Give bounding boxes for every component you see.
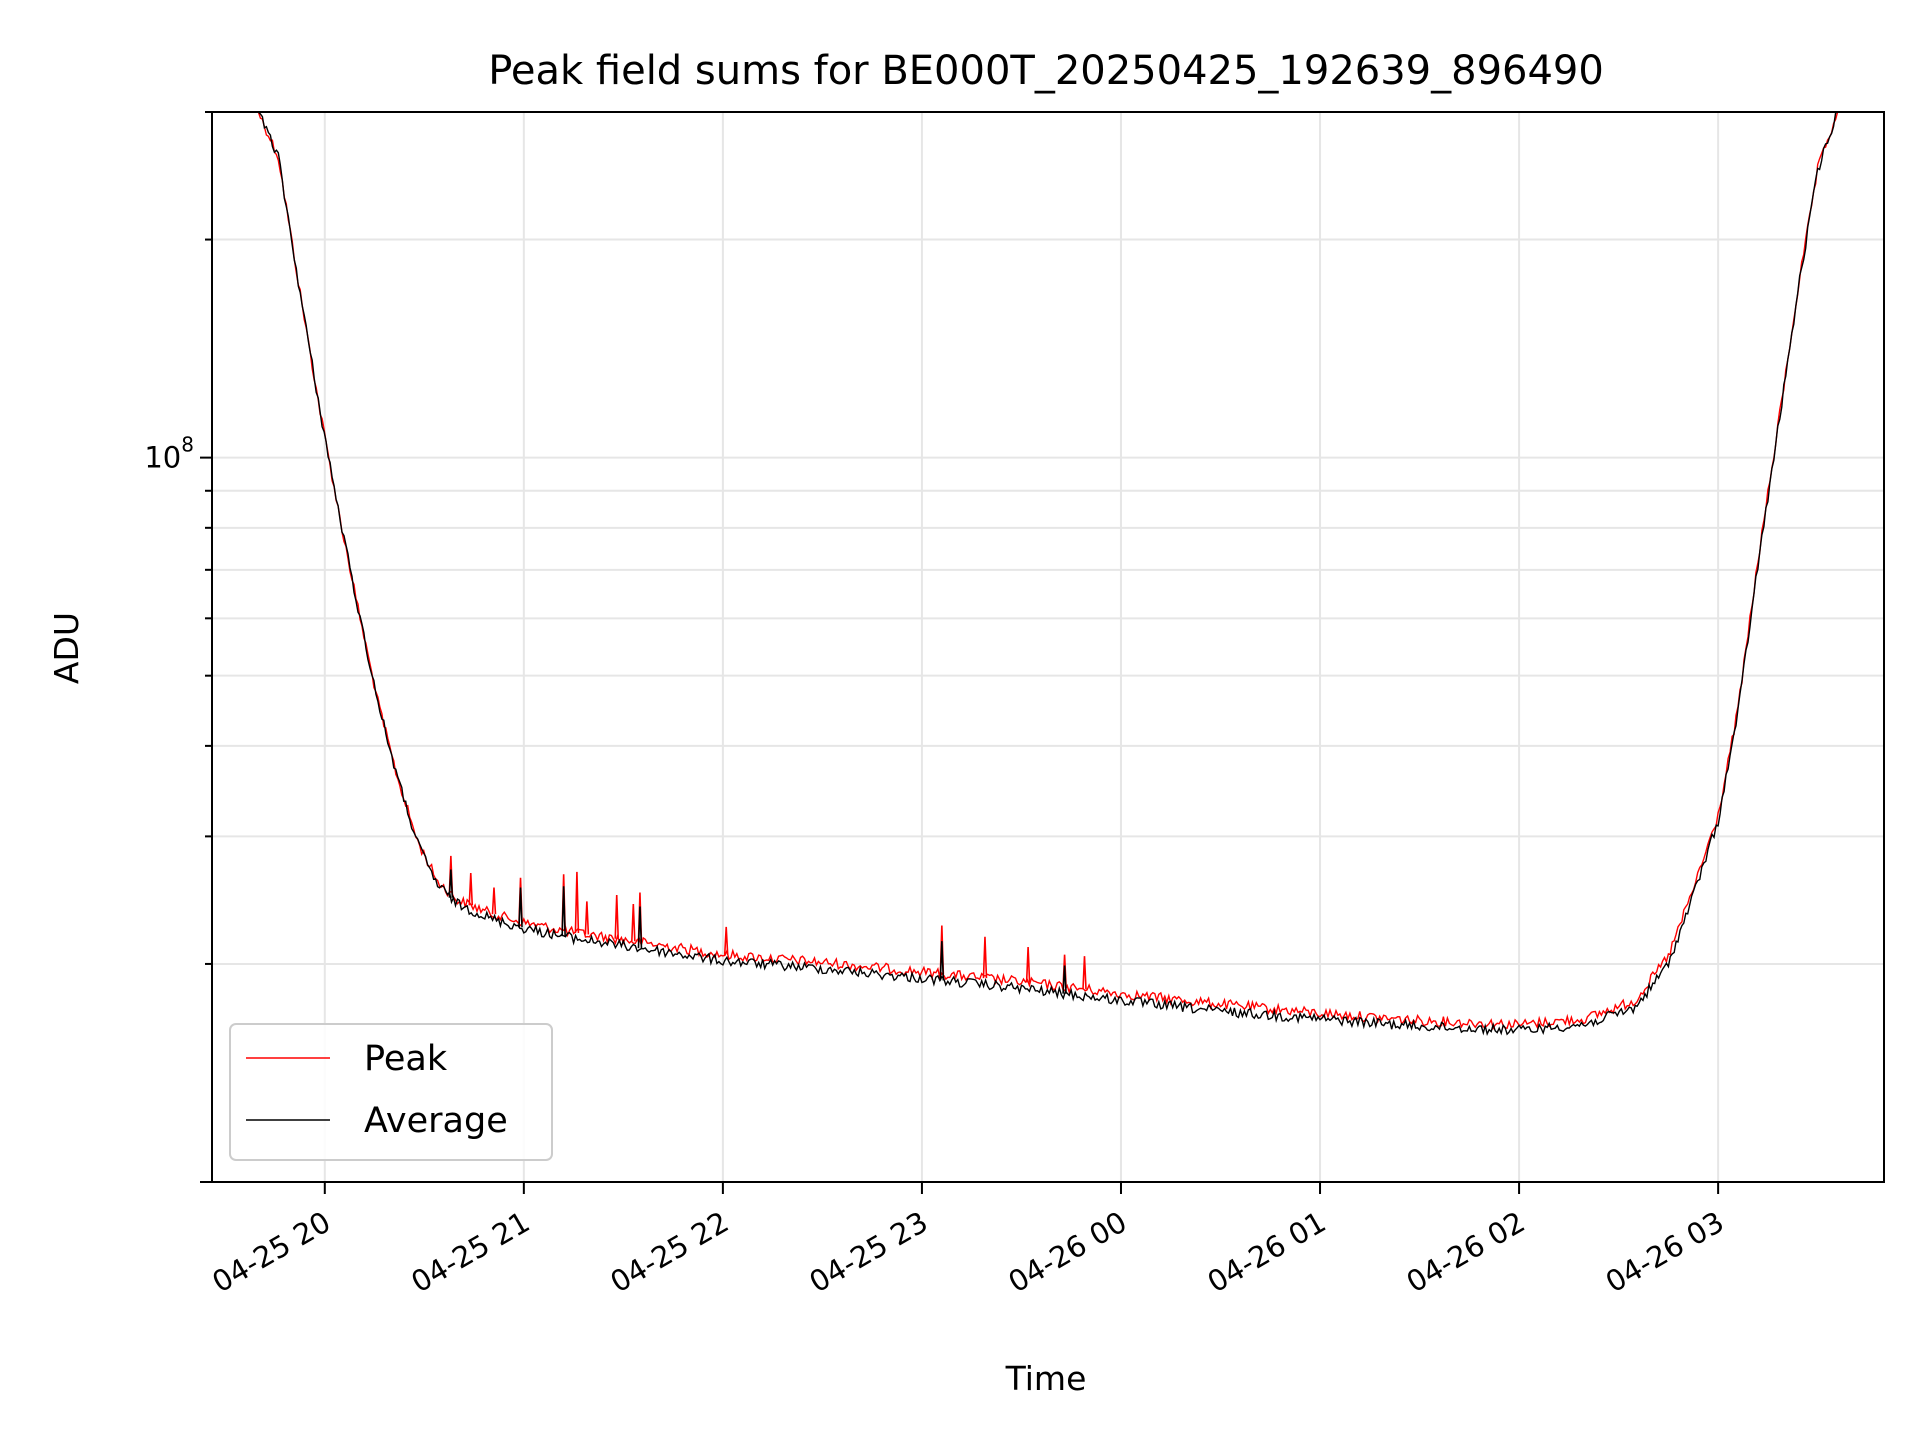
spike-average xyxy=(518,887,523,928)
spike-average xyxy=(637,906,643,949)
spike-peak xyxy=(491,887,497,915)
legend-label-average: Average xyxy=(364,1101,508,1141)
legend: Peak Average xyxy=(229,1023,553,1161)
spike-average xyxy=(1062,965,1067,994)
y-axis: 108 xyxy=(144,111,212,1183)
spike-peak xyxy=(574,871,580,934)
spike-average xyxy=(939,941,945,981)
spike-peak xyxy=(1025,947,1031,983)
plot-frame xyxy=(211,111,1885,1183)
spike-peak xyxy=(584,901,590,935)
spike-peak xyxy=(723,926,729,955)
series-line-average xyxy=(212,112,1884,1036)
spike-peak xyxy=(631,903,636,942)
chart-title: Peak field sums for BE000T_20250425_1926… xyxy=(488,48,1604,94)
plot-area xyxy=(212,112,1884,1036)
spike-peak xyxy=(982,936,988,979)
spike-peak xyxy=(614,894,620,939)
y-axis-label: ADU xyxy=(47,612,86,684)
x-axis-label: Time xyxy=(1005,1359,1087,1398)
gridlines xyxy=(212,111,1884,1183)
spike-peak xyxy=(1082,956,1087,990)
spike-peak xyxy=(468,873,474,906)
legend-label-peak: Peak xyxy=(364,1039,448,1079)
spike-average xyxy=(448,869,454,898)
spike-average xyxy=(561,886,566,937)
y-tick-label: 108 xyxy=(144,433,194,475)
